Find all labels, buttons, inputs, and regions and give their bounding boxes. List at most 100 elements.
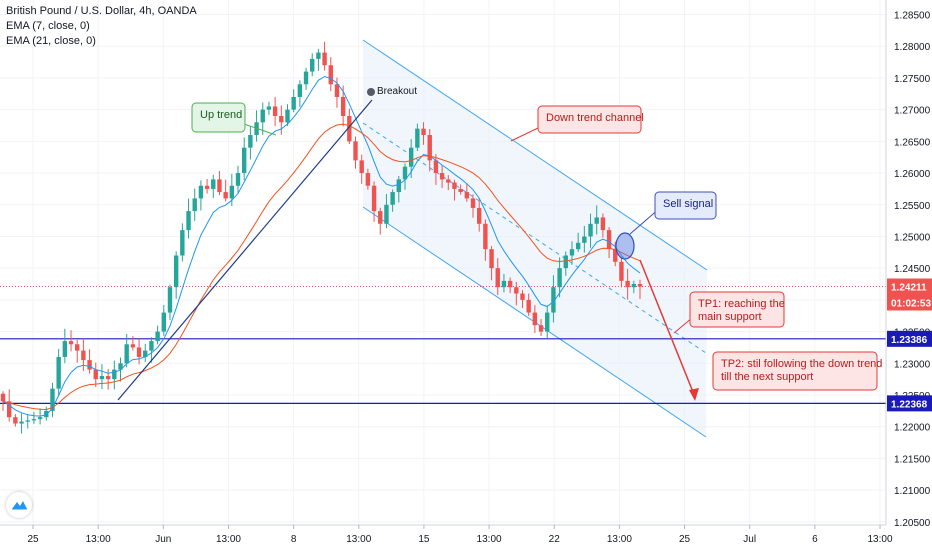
- candle-body: [272, 106, 278, 116]
- grid: [0, 0, 886, 525]
- price-tick-label: 1.27000: [894, 106, 931, 117]
- candle-body: [464, 192, 470, 199]
- breakout-label: Breakout: [377, 86, 417, 97]
- candle-body: [260, 109, 265, 123]
- tp1-annotation-box: [689, 291, 785, 328]
- candle-body: [279, 115, 284, 123]
- price-tick-label: 1.27500: [894, 74, 931, 85]
- candle-body: [19, 421, 24, 424]
- down-channel-leader: [510, 127, 539, 142]
- price-tick-label: 1.28000: [894, 42, 931, 53]
- channel-fill: [363, 40, 707, 437]
- time-tick-label: 6: [812, 534, 818, 545]
- candle-body: [606, 230, 612, 250]
- candle-body: [316, 52, 321, 59]
- current-price-badge: 1.24211: [891, 282, 927, 293]
- price-tick-label: 1.28500: [894, 11, 931, 22]
- countdown-badge: 01:02:53: [891, 298, 931, 309]
- candle-body: [167, 287, 173, 313]
- candle-body: [297, 84, 303, 97]
- candle-body: [186, 211, 191, 231]
- candle-body: [371, 185, 377, 212]
- candle-body: [223, 192, 228, 199]
- tp1-annotation-text: main support: [698, 311, 762, 323]
- candle-body: [291, 96, 296, 110]
- candle-body: [192, 198, 197, 212]
- up-trend-annotation-box: [191, 102, 246, 133]
- candle-body: [353, 141, 358, 161]
- candle-body: [631, 284, 637, 288]
- candle-body: [538, 325, 544, 332]
- down-trend-channel: [362, 39, 708, 438]
- candle-body: [155, 331, 160, 342]
- price-axis[interactable]: 1.28500 1.28000 1.27500 1.27000 1.26500 1.260…: [885, 0, 932, 529]
- candle-body: [489, 249, 494, 269]
- candle-body: [6, 401, 12, 418]
- price-tick-label: 1.20500: [894, 518, 931, 529]
- breakout-point: [367, 88, 375, 96]
- price-tick-label: 1.24500: [894, 264, 931, 275]
- time-tick-label: 13:00: [477, 534, 502, 545]
- time-tick-label: 13:00: [346, 534, 371, 545]
- candle-body: [526, 299, 531, 313]
- candle-body: [439, 173, 445, 180]
- candle-body: [390, 192, 395, 205]
- tradingview-logo[interactable]: [6, 492, 32, 518]
- candle-body: [198, 185, 204, 199]
- time-tick-label: 8: [291, 534, 297, 545]
- candle-body: [532, 312, 538, 326]
- candle-body: [0, 393, 6, 402]
- candle-body: [328, 65, 333, 85]
- candle-body: [378, 211, 383, 224]
- candle-body: [87, 360, 92, 370]
- annotations: Up trend Down trend channel Sell signal TP1…: [191, 86, 882, 391]
- ema7-legend[interactable]: EMA (7, close, 0): [6, 20, 90, 32]
- candle-body: [217, 179, 222, 193]
- candle-body: [594, 217, 599, 224]
- candle-body: [75, 344, 80, 351]
- candle-body: [433, 160, 439, 174]
- sell-signal-annotation-box: [654, 191, 717, 220]
- price-tick-label: 1.25500: [894, 201, 931, 212]
- candle-body: [507, 280, 513, 288]
- drawings: [117, 88, 699, 401]
- symbol-title[interactable]: British Pound / U.S. Dollar, 4h, OANDA: [6, 5, 197, 17]
- time-axis[interactable]: 25 13:00 Jun 13:00 8 13:00 15 13:00 22 13:00 25 Jul…: [0, 524, 893, 545]
- candle-body: [402, 166, 408, 180]
- candle-body: [600, 217, 606, 231]
- candle-body: [81, 350, 86, 361]
- time-tick-label: 15: [418, 534, 430, 545]
- time-tick-label: 25: [679, 534, 691, 545]
- down-channel-annotation-box: [537, 105, 642, 134]
- candle-body: [396, 179, 402, 193]
- countdown-badge-bg: [887, 294, 932, 311]
- candle-body: [365, 173, 371, 186]
- candle-body: [124, 344, 129, 364]
- candle-body: [563, 255, 568, 269]
- candle-body: [545, 312, 550, 332]
- support-lines: [0, 285, 886, 404]
- ema21-line: [2, 123, 641, 411]
- candle-body: [452, 182, 457, 189]
- tp2-annotation-box: [712, 351, 878, 391]
- price-tick-label: 1.26500: [894, 137, 931, 148]
- support1-badge-bg: [887, 330, 932, 347]
- candle-body: [477, 207, 482, 224]
- candle-body: [347, 115, 352, 142]
- time-tick-label: Jul: [743, 534, 756, 545]
- ema21-legend[interactable]: EMA (21, close, 0): [6, 35, 96, 47]
- tp2-annotation-text: TP2: stil following the down trend: [721, 358, 882, 370]
- candle-body: [50, 388, 55, 411]
- candle-body: [520, 293, 525, 300]
- candle-body: [551, 287, 556, 313]
- candle-body: [235, 173, 241, 186]
- candle-body: [427, 135, 432, 161]
- candle-body: [582, 236, 587, 243]
- current-price-badge-bg: [887, 278, 932, 295]
- candle-body: [118, 363, 123, 370]
- candle-body: [310, 58, 315, 72]
- candle-body: [470, 198, 476, 208]
- candle-body: [93, 369, 98, 380]
